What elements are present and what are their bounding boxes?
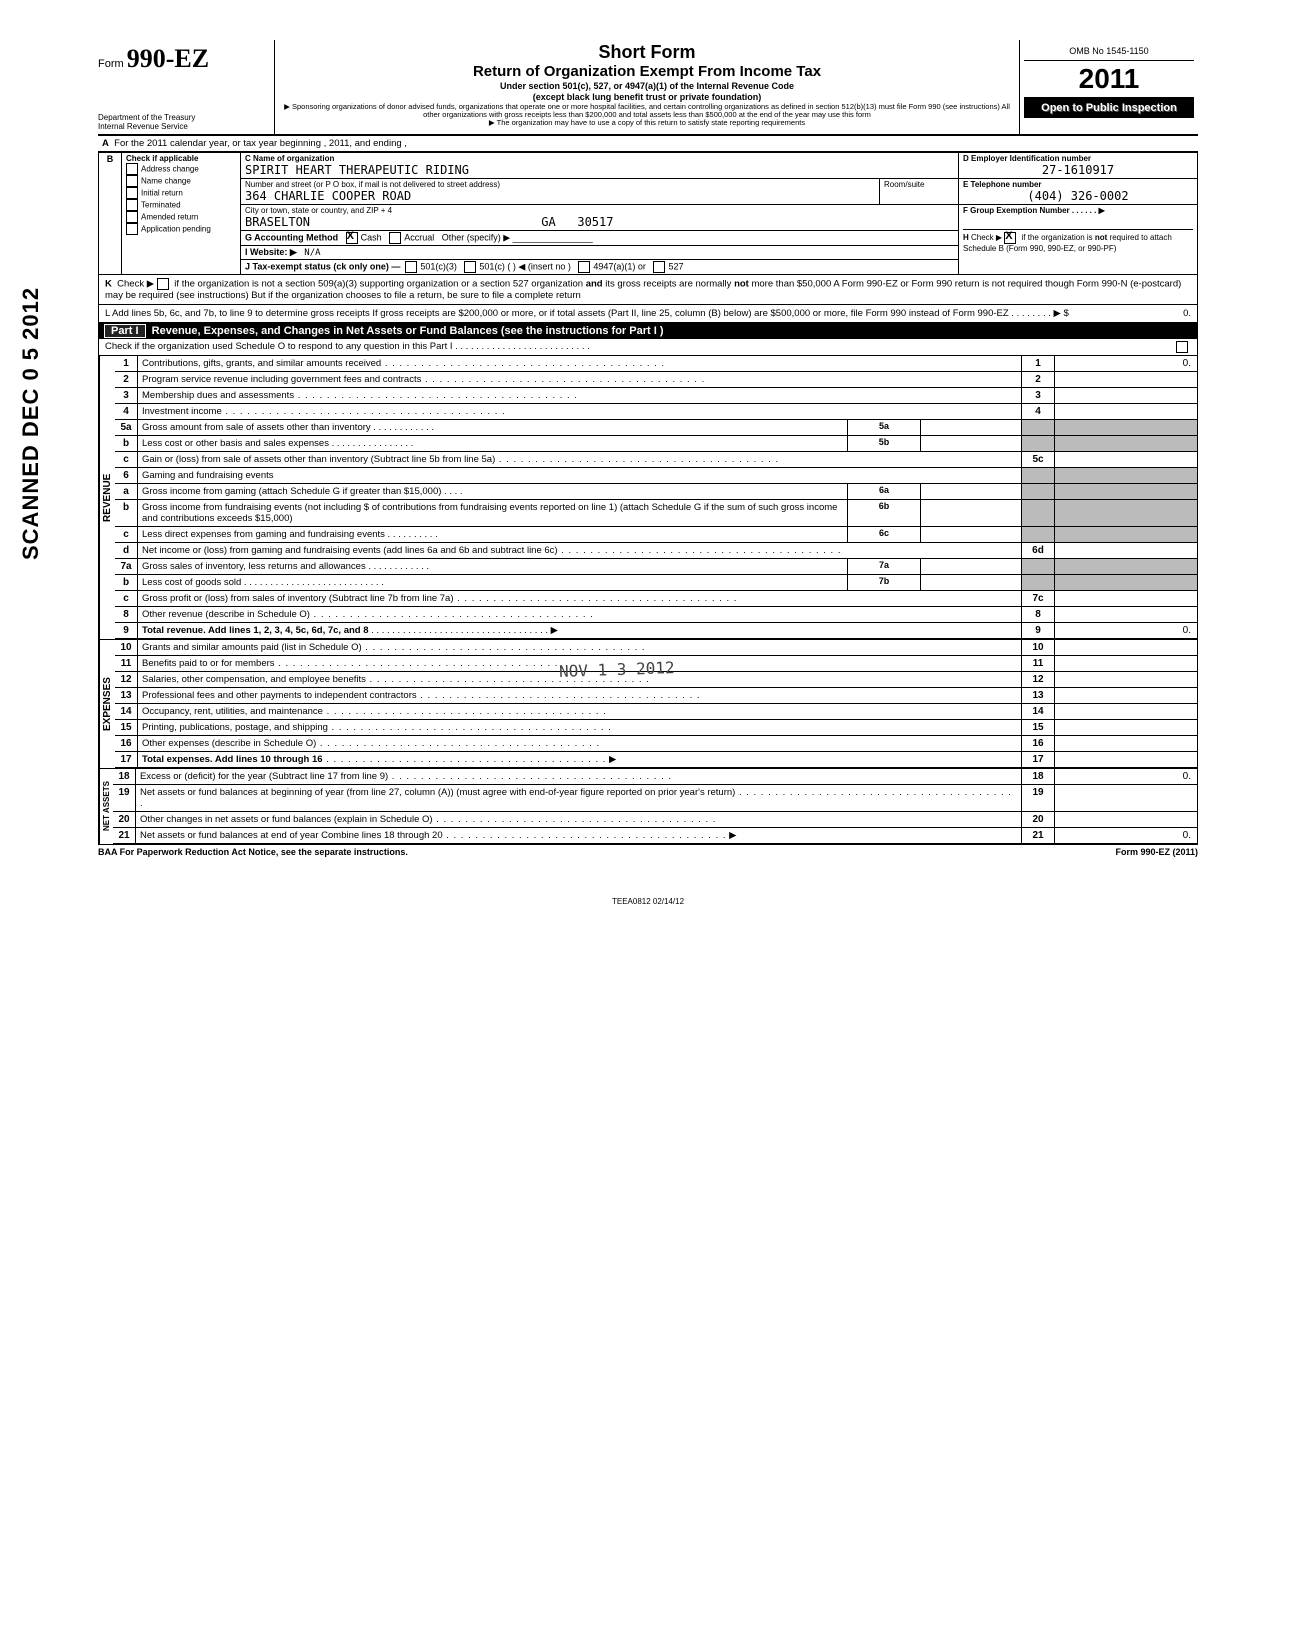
- scanned-stamp: SCANNED DEC 0 5 2012: [18, 287, 44, 560]
- line-21-value: 0.: [1054, 828, 1197, 843]
- net-assets-section: NET ASSETS 18Excess or (deficit) for the…: [98, 769, 1198, 845]
- line-2-value: [1054, 372, 1197, 387]
- line-15-value: [1054, 720, 1197, 735]
- check-if-applicable-label: Check if applicable: [126, 154, 236, 163]
- line-19-value: [1054, 785, 1197, 811]
- line-4-value: [1054, 404, 1197, 419]
- line-3-value: [1054, 388, 1197, 403]
- footer-right: Form 990-EZ (2011): [1115, 847, 1198, 857]
- row-a: A For the 2011 calendar year, or tax yea…: [98, 136, 1198, 152]
- identity-grid: B Check if applicable Address change Nam…: [98, 152, 1198, 275]
- header-fineprint-2: ▶ The organization may have to use a cop…: [281, 119, 1013, 127]
- zip: 30517: [577, 215, 613, 229]
- check-4947a1[interactable]: [578, 261, 590, 273]
- row-i-label: I Website: ▶: [245, 247, 297, 257]
- check-amended-return[interactable]: Amended return: [126, 211, 236, 223]
- form-number: Form 990-EZ: [98, 44, 268, 74]
- part1-scho-check-row: Check if the organization used Schedule …: [98, 339, 1198, 356]
- city: BRASELTON: [245, 215, 310, 229]
- row-h: H Check ▶ if the organization is not req…: [963, 229, 1193, 253]
- line-10-value: [1054, 640, 1197, 655]
- line-13-value: [1054, 688, 1197, 703]
- line-18-value: 0.: [1054, 769, 1197, 784]
- part-1-header: Part I Revenue, Expenses, and Changes in…: [98, 323, 1198, 339]
- check-501c3[interactable]: [405, 261, 417, 273]
- line-7c-value: [1054, 591, 1197, 606]
- omb-number: OMB No 1545-1150: [1024, 42, 1194, 61]
- dept-treasury: Department of the Treasury Internal Reve…: [98, 114, 268, 132]
- line-14-value: [1054, 704, 1197, 719]
- check-accrual[interactable]: [389, 232, 401, 244]
- check-application-pending[interactable]: Application pending: [126, 223, 236, 235]
- row-g-label: G Accounting Method: [245, 232, 338, 242]
- check-schedule-b-not-required[interactable]: [1004, 232, 1016, 244]
- ein-label: D Employer Identification number: [963, 154, 1193, 163]
- title-return-exempt: Return of Organization Exempt From Incom…: [281, 63, 1013, 80]
- check-cash[interactable]: [346, 232, 358, 244]
- check-501c[interactable]: [464, 261, 476, 273]
- title-short-form: Short Form: [281, 42, 1013, 63]
- tax-year: 2011: [1024, 61, 1194, 98]
- city-label: City or town, state or country, and ZIP …: [245, 206, 954, 215]
- line-5c-value: [1054, 452, 1197, 467]
- check-name-change[interactable]: Name change: [126, 175, 236, 187]
- line-1-value: 0.: [1054, 356, 1197, 371]
- check-address-change[interactable]: Address change: [126, 163, 236, 175]
- room-label: Room/suite: [884, 180, 954, 189]
- line-16-value: [1054, 736, 1197, 751]
- check-row-k[interactable]: [157, 278, 169, 290]
- website: N/A: [304, 248, 320, 258]
- revenue-section: REVENUE 1Contributions, gifts, grants, a…: [98, 356, 1198, 640]
- line-6d-value: [1054, 543, 1197, 558]
- line-8-value: [1054, 607, 1197, 622]
- footer-left: BAA For Paperwork Reduction Act Notice, …: [98, 847, 408, 857]
- form-header: Form 990-EZ Department of the Treasury I…: [98, 40, 1198, 136]
- row-k: K Check ▶ if the organization is not a s…: [98, 275, 1198, 305]
- net-assets-side-label: NET ASSETS: [99, 769, 113, 844]
- row-l: L Add lines 5b, 6c, and 7b, to line 9 to…: [98, 305, 1198, 323]
- ein-value: 27-1610917: [963, 163, 1193, 177]
- revenue-side-label: REVENUE: [99, 356, 115, 639]
- header-fineprint-1: ▶ Sponsoring organizations of donor advi…: [281, 103, 1013, 120]
- org-name: SPIRIT HEART THERAPEUTIC RIDING: [245, 163, 954, 177]
- check-schedule-o[interactable]: [1176, 341, 1188, 353]
- check-527[interactable]: [653, 261, 665, 273]
- addr-label: Number and street (or P O box, if mail i…: [245, 180, 875, 189]
- form-990ez: Form 990-EZ Department of the Treasury I…: [98, 40, 1198, 906]
- subtitle-section: Under section 501(c), 527, or 4947(a)(1)…: [281, 81, 1013, 91]
- check-initial-return[interactable]: Initial return: [126, 187, 236, 199]
- line-11-value: [1054, 656, 1197, 671]
- line-9-value: 0.: [1054, 623, 1197, 638]
- phone-label: E Telephone number: [963, 180, 1193, 189]
- footer-mid: TEEA0812 02/14/12: [98, 897, 1198, 906]
- check-terminated[interactable]: Terminated: [126, 199, 236, 211]
- phone-value: (404) 326-0002: [963, 189, 1193, 203]
- line-12-value: [1054, 672, 1197, 687]
- org-name-label: C Name of organization: [245, 154, 954, 163]
- street-address: 364 CHARLIE COOPER ROAD: [245, 189, 875, 203]
- row-l-value: 0.: [1071, 308, 1191, 319]
- expenses-side-label: EXPENSES: [99, 640, 115, 768]
- open-to-public: Open to Public Inspection: [1024, 98, 1194, 118]
- expenses-section: NOV 1 3 2012 EXPENSES 10Grants and simil…: [98, 640, 1198, 769]
- state: GA: [541, 215, 555, 229]
- line-17-value: [1054, 752, 1197, 767]
- received-stamp: NOV 1 3 2012: [559, 658, 675, 681]
- page-footer: BAA For Paperwork Reduction Act Notice, …: [98, 847, 1198, 857]
- row-j-label: J Tax-exempt status (ck only one) —: [245, 261, 400, 271]
- line-20-value: [1054, 812, 1197, 827]
- group-exemption-label: F Group Exemption Number . . . . . . ▶: [963, 206, 1193, 215]
